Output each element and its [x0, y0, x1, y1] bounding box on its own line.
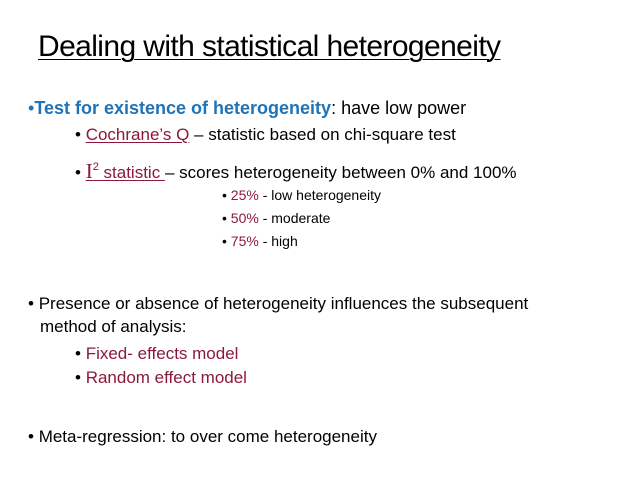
bullet-marker: • [222, 187, 227, 203]
level-label: - low heterogeneity [258, 187, 382, 203]
level-row: • 75% - high [222, 229, 298, 253]
level-pct: 75% [230, 233, 259, 249]
level-pct: 25% [230, 187, 259, 203]
presence-text-line1: Presence or absence of heterogeneity inf… [38, 294, 529, 313]
test-existence-note: : have low power [331, 98, 467, 118]
sub-bullet-i2: • I2 statistic – scores heterogeneity be… [75, 155, 517, 185]
bullet-marker: • [75, 344, 81, 363]
i-letter: I [85, 159, 93, 183]
i2-statistic-desc: – scores heterogeneity between 0% and 10… [164, 163, 517, 182]
bullet-marker: • [75, 163, 81, 182]
meta-regression-text: Meta-regression: to over come heterogene… [38, 427, 377, 446]
bullet-marker: • [222, 210, 227, 226]
cochrane-q-link[interactable]: Cochrane’s Q [85, 125, 190, 144]
bullet-test-existence: •Test for existence of heterogeneity: ha… [28, 96, 466, 120]
cochrane-q-desc: – statistic based on chi-square test [189, 125, 456, 144]
bullet-marker: • [28, 98, 35, 118]
level-pct: 50% [230, 210, 259, 226]
model-item: • Fixed- effects model [75, 342, 238, 366]
bullet-meta-regression: • Meta-regression: to over come heteroge… [28, 425, 377, 449]
bullet-marker: • [75, 368, 81, 387]
bullet-presence: • Presence or absence of heterogeneity i… [28, 292, 528, 316]
bullet-presence-cont: method of analysis: [40, 315, 186, 339]
level-label: - moderate [258, 210, 331, 226]
level-row: • 25% - low heterogeneity [222, 183, 381, 207]
presence-text-line2: method of analysis: [40, 317, 187, 336]
model-label-random: Random effect model [85, 368, 247, 387]
i2-statistic-link[interactable]: I2 statistic [86, 159, 165, 183]
i2-statistic-label: statistic [98, 163, 165, 182]
bullet-marker: • [75, 125, 81, 144]
sub-bullet-cochrane: • Cochrane’s Q – statistic based on chi-… [75, 123, 456, 147]
model-label-fixed: Fixed- effects model [85, 344, 239, 363]
level-row: • 50% - moderate [222, 206, 330, 230]
bullet-marker: • [28, 294, 34, 313]
model-item: • Random effect model [75, 366, 247, 390]
slide-title: Dealing with statistical heterogeneity [38, 30, 501, 63]
level-label: - high [258, 233, 298, 249]
i-superscript: 2 [92, 161, 99, 173]
bullet-marker: • [28, 427, 34, 446]
bullet-marker: • [222, 233, 227, 249]
test-existence-heading: Test for existence of heterogeneity [34, 98, 332, 118]
